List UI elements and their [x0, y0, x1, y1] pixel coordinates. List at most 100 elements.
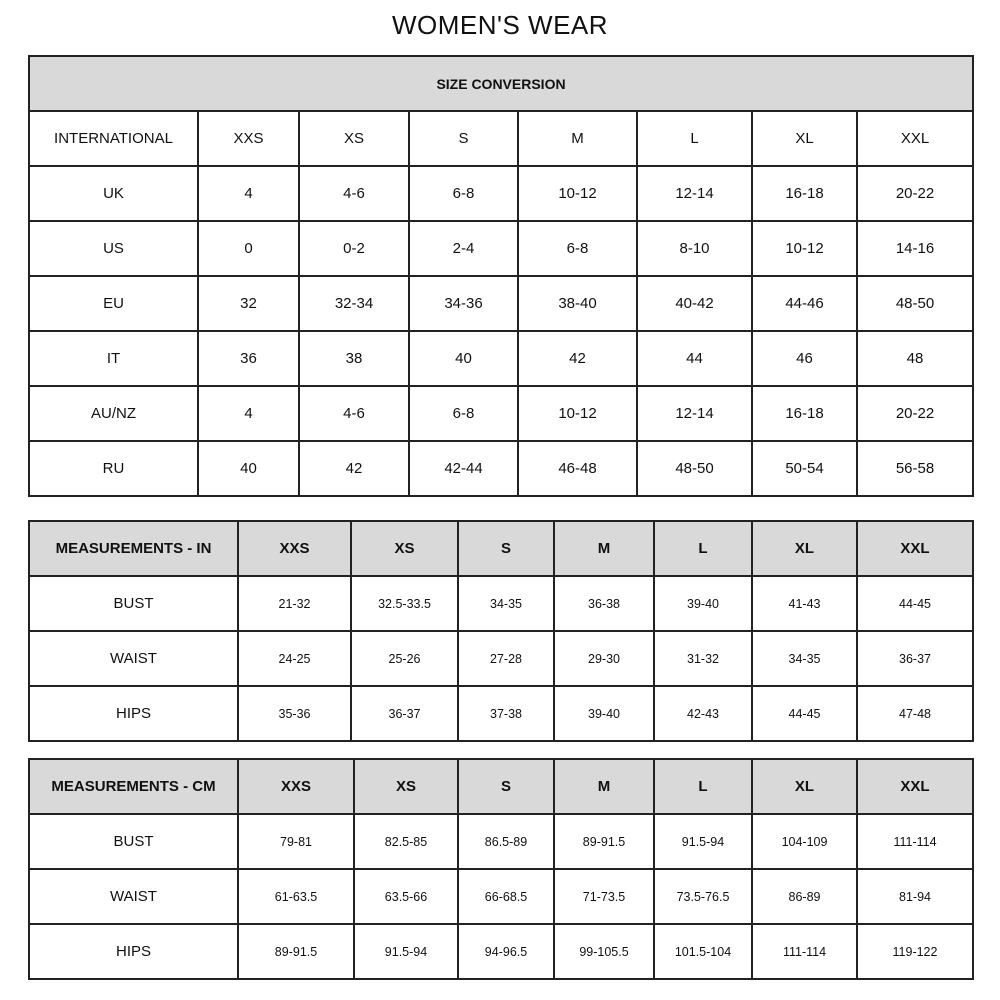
table-cell: 48-50 [855, 275, 975, 332]
column-header: MEASUREMENTS - IN [28, 520, 239, 577]
header-row: MEASUREMENTS - IN XXS XS S M L XL XXL [28, 520, 974, 577]
table-cell: 8-10 [636, 220, 753, 277]
table-cell: 0 [197, 220, 300, 277]
table-cell: 34-35 [457, 575, 555, 632]
table-row: BUST 21-32 32.5-33.5 34-35 36-38 39-40 41-43 44… [28, 575, 974, 632]
size-conversion-table: SIZE CONVERSION INTERNATIONAL XXS XS S M L XL XX… [27, 55, 975, 497]
table-cell: 89-91.5 [553, 813, 655, 870]
table-cell: 46 [751, 330, 858, 387]
table-cell: 32.5-33.5 [350, 575, 459, 632]
measurements-cm-table: MEASUREMENTS - CM XXS XS S M L XL XXL BUST 79-81 8… [28, 758, 974, 980]
row-label: UK [28, 165, 199, 222]
row-label: BUST [28, 813, 239, 870]
row-label: WAIST [28, 630, 239, 687]
table-cell: 91.5-94 [653, 813, 753, 870]
table-cell: 111-114 [856, 813, 974, 870]
table-cell: 39-40 [553, 685, 655, 742]
table-cell: 36-38 [553, 575, 655, 632]
column-header: XXL [856, 520, 974, 577]
table-cell: 71-73.5 [553, 868, 655, 925]
column-header: L [653, 758, 753, 815]
table-cell: 91.5-94 [353, 923, 459, 980]
table-row: IT 36 38 40 42 44 46 48 [28, 330, 975, 387]
table-cell: 36 [197, 330, 300, 387]
table-cell: 16-18 [751, 385, 858, 442]
column-header: L [636, 110, 753, 167]
table-cell: 12-14 [636, 385, 753, 442]
table-cell: 34-35 [751, 630, 858, 687]
table-cell: 82.5-85 [353, 813, 459, 870]
table-cell: 89-91.5 [237, 923, 355, 980]
column-header: XL [751, 520, 858, 577]
table-cell: 56-58 [855, 440, 975, 497]
table-cell: 32-34 [298, 275, 410, 332]
table-cell: 35-36 [237, 685, 352, 742]
table-cell: 48-50 [636, 440, 753, 497]
table-cell: 12-14 [636, 165, 753, 222]
table-cell: 47-48 [856, 685, 974, 742]
table-cell: 27-28 [457, 630, 555, 687]
row-label: US [28, 220, 199, 277]
table-banner-row: SIZE CONVERSION [27, 55, 975, 112]
table-cell: 36-37 [350, 685, 459, 742]
table-cell: 10-12 [751, 220, 858, 277]
table-cell: 99-105.5 [553, 923, 655, 980]
row-label: RU [28, 440, 199, 497]
table-cell: 0-2 [298, 220, 410, 277]
table-cell: 31-32 [653, 630, 753, 687]
table-cell: 86.5-89 [457, 813, 555, 870]
header-row: MEASUREMENTS - CM XXS XS S M L XL XXL [28, 758, 974, 815]
header-row: INTERNATIONAL XXS XS S M L XL XXL [28, 110, 975, 167]
table-cell: 44-46 [751, 275, 858, 332]
table-cell: 2-4 [408, 220, 519, 277]
column-header: MEASUREMENTS - CM [28, 758, 239, 815]
table-cell: 4-6 [298, 385, 410, 442]
table-cell: 14-16 [855, 220, 975, 277]
column-header: XS [298, 110, 410, 167]
table-cell: 42 [298, 440, 410, 497]
column-header: L [653, 520, 753, 577]
page-title: WOMEN'S WEAR [391, 10, 609, 40]
row-label: WAIST [28, 868, 239, 925]
table-cell: 34-36 [408, 275, 519, 332]
table-cell: 66-68.5 [457, 868, 555, 925]
column-header: XXL [856, 758, 974, 815]
table-row: RU 40 42 42-44 46-48 48-50 50-54 56-58 [28, 440, 975, 497]
table-row: HIPS 89-91.5 91.5-94 94-96.5 99-105.5 101.5-1… [28, 923, 974, 980]
column-header: XS [350, 520, 459, 577]
table-cell: 81-94 [856, 868, 974, 925]
row-label: AU/NZ [28, 385, 199, 442]
row-label: IT [28, 330, 199, 387]
table-cell: 36-37 [856, 630, 974, 687]
table-row: EU 32 32-34 34-36 38-40 40-42 44-46 48-50 [28, 275, 975, 332]
table-cell: 20-22 [855, 385, 975, 442]
table-cell: 48 [855, 330, 975, 387]
table-cell: 37-38 [457, 685, 555, 742]
table-row: AU/NZ 4 4-6 6-8 10-12 12-14 16-18 20-22 [28, 385, 975, 442]
table-row: US 0 0-2 2-4 6-8 8-10 10-12 14-16 [28, 220, 975, 277]
row-label: HIPS [28, 685, 239, 742]
table-cell: 38 [298, 330, 410, 387]
table-cell: 44-45 [751, 685, 858, 742]
table-cell: 41-43 [751, 575, 858, 632]
table-cell: 32 [197, 275, 300, 332]
measurements-in-table: MEASUREMENTS - IN XXS XS S M L XL XXL BUST 21-32 3… [28, 520, 974, 742]
column-header: XL [751, 110, 858, 167]
table-cell: 50-54 [751, 440, 858, 497]
table-cell: 119-122 [856, 923, 974, 980]
table-cell: 111-114 [751, 923, 858, 980]
table-cell: 79-81 [237, 813, 355, 870]
column-header: S [408, 110, 519, 167]
table-cell: 42 [517, 330, 638, 387]
column-header: XS [353, 758, 459, 815]
table-row: BUST 79-81 82.5-85 86.5-89 89-91.5 91.5-94 104… [28, 813, 974, 870]
column-header: M [553, 758, 655, 815]
table-row: WAIST 24-25 25-26 27-28 29-30 31-32 34-35 36-37 [28, 630, 974, 687]
table-cell: 42-43 [653, 685, 753, 742]
column-header: M [553, 520, 655, 577]
column-header: M [517, 110, 638, 167]
table-cell: 44 [636, 330, 753, 387]
table-cell: 38-40 [517, 275, 638, 332]
table-cell: 10-12 [517, 385, 638, 442]
table-cell: 40 [197, 440, 300, 497]
